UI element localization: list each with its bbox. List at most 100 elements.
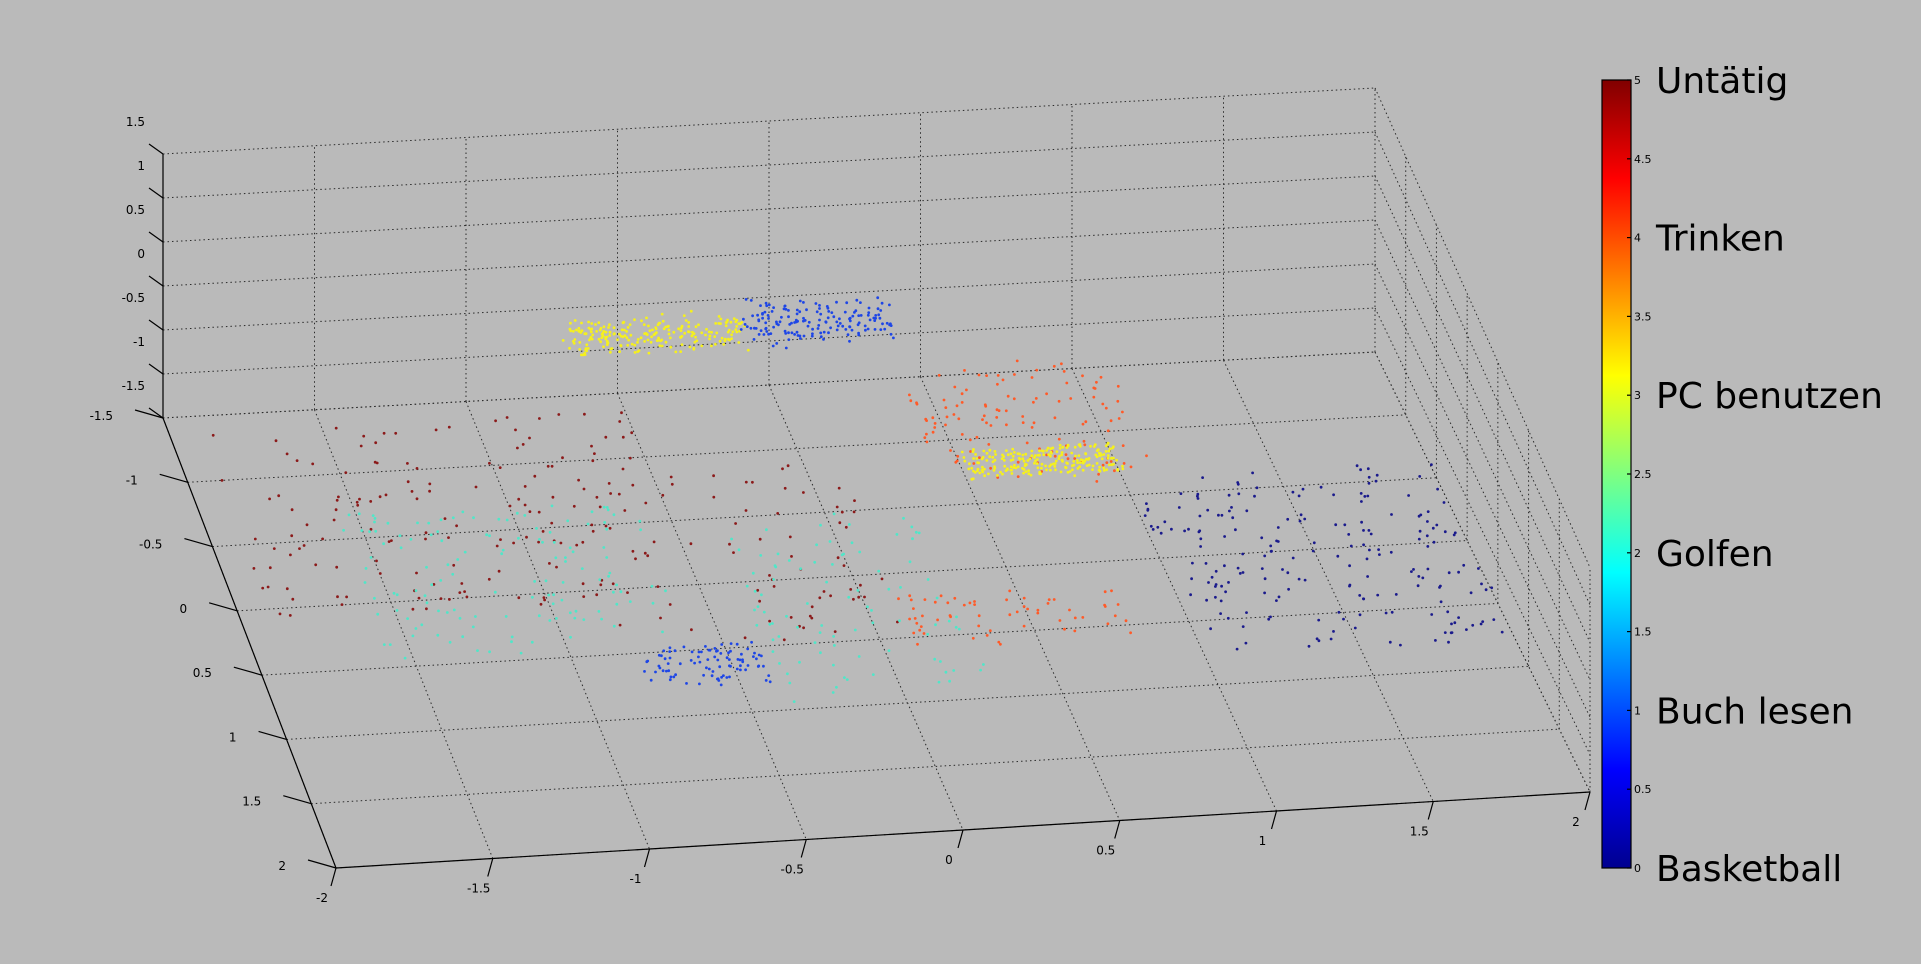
data-point bbox=[1005, 449, 1008, 452]
data-point bbox=[447, 425, 451, 429]
data-point bbox=[756, 588, 760, 592]
data-point bbox=[358, 497, 361, 501]
data-point bbox=[755, 623, 759, 627]
data-point bbox=[575, 543, 579, 547]
data-point bbox=[1098, 454, 1102, 457]
data-point bbox=[1060, 453, 1064, 457]
side-wall-grid-line bbox=[1374, 131, 1591, 606]
data-point bbox=[415, 497, 419, 501]
data-point bbox=[972, 448, 975, 451]
data-point bbox=[793, 321, 796, 324]
data-point bbox=[429, 533, 433, 537]
data-point bbox=[848, 316, 852, 320]
data-point bbox=[395, 593, 399, 597]
y-tick-label: -0.5 bbox=[139, 538, 162, 552]
data-point bbox=[335, 498, 339, 502]
data-point bbox=[802, 319, 805, 323]
data-point bbox=[335, 565, 339, 569]
data-point bbox=[1008, 589, 1012, 593]
data-point bbox=[388, 643, 392, 646]
data-point bbox=[523, 514, 527, 517]
data-point bbox=[1159, 531, 1163, 535]
data-point bbox=[424, 531, 428, 535]
data-point bbox=[510, 640, 513, 644]
data-point bbox=[1095, 462, 1099, 465]
data-point bbox=[818, 596, 822, 600]
data-point bbox=[734, 522, 737, 525]
floor-grid-line bbox=[617, 393, 807, 840]
data-point bbox=[688, 345, 692, 349]
data-point bbox=[1121, 444, 1125, 447]
data-point bbox=[996, 474, 999, 477]
data-point bbox=[1022, 596, 1026, 600]
data-point bbox=[590, 322, 594, 325]
z-tick-label: 0 bbox=[137, 247, 145, 261]
data-point bbox=[757, 318, 761, 322]
data-point bbox=[744, 298, 748, 301]
data-point bbox=[1227, 493, 1231, 497]
y-tick-label: -1 bbox=[126, 473, 138, 487]
data-point bbox=[1045, 392, 1048, 396]
data-point bbox=[1052, 462, 1055, 466]
data-point bbox=[667, 669, 671, 673]
data-point bbox=[719, 322, 722, 325]
data-point bbox=[636, 341, 639, 344]
data-point bbox=[591, 529, 595, 533]
data-point bbox=[909, 598, 913, 602]
data-point bbox=[619, 334, 623, 338]
y-tick-mark bbox=[134, 409, 164, 419]
data-point bbox=[895, 533, 899, 536]
data-point bbox=[587, 320, 590, 324]
data-point bbox=[902, 516, 905, 520]
data-point bbox=[359, 444, 363, 448]
data-point bbox=[935, 596, 939, 600]
data-point bbox=[386, 521, 390, 525]
side-wall-grid-line bbox=[1374, 219, 1591, 681]
floor-grid-line bbox=[1223, 360, 1434, 802]
data-point bbox=[1014, 466, 1018, 470]
data-point bbox=[541, 530, 545, 533]
data-point bbox=[445, 611, 449, 614]
data-point bbox=[580, 329, 584, 333]
data-point bbox=[493, 590, 497, 594]
data-point bbox=[705, 327, 708, 331]
data-point bbox=[1016, 452, 1020, 455]
data-point bbox=[528, 510, 532, 513]
data-point bbox=[1021, 421, 1025, 424]
data-point bbox=[390, 539, 393, 542]
data-point bbox=[1116, 399, 1120, 403]
data-point bbox=[474, 485, 478, 489]
data-point bbox=[1073, 445, 1077, 449]
data-point bbox=[1329, 637, 1333, 641]
data-point bbox=[1063, 627, 1066, 631]
data-point bbox=[639, 528, 642, 532]
data-point bbox=[909, 399, 913, 403]
data-point bbox=[1103, 590, 1107, 594]
colorbar-tick-label: 0 bbox=[1634, 862, 1641, 875]
data-point bbox=[960, 433, 964, 436]
data-point bbox=[877, 313, 881, 317]
z-tick-mark bbox=[148, 407, 164, 419]
data-point bbox=[1112, 462, 1115, 466]
data-point bbox=[993, 458, 997, 462]
data-point bbox=[605, 527, 609, 531]
data-point bbox=[910, 525, 914, 529]
data-point bbox=[253, 537, 257, 541]
data-point bbox=[615, 602, 619, 606]
data-point bbox=[1060, 362, 1063, 366]
data-point bbox=[977, 624, 981, 628]
data-point bbox=[796, 334, 800, 337]
data-point bbox=[1038, 447, 1041, 451]
data-point bbox=[1234, 528, 1237, 532]
data-point bbox=[866, 313, 870, 317]
data-point bbox=[1196, 494, 1199, 498]
data-point bbox=[1275, 599, 1278, 602]
data-point bbox=[885, 321, 889, 325]
data-point bbox=[1106, 429, 1110, 433]
colorbar-class-label: Untätig bbox=[1656, 61, 1788, 102]
data-point bbox=[761, 312, 764, 315]
data-point bbox=[1443, 530, 1447, 534]
data-point bbox=[661, 669, 665, 673]
data-point bbox=[432, 583, 436, 586]
data-point bbox=[796, 319, 799, 323]
